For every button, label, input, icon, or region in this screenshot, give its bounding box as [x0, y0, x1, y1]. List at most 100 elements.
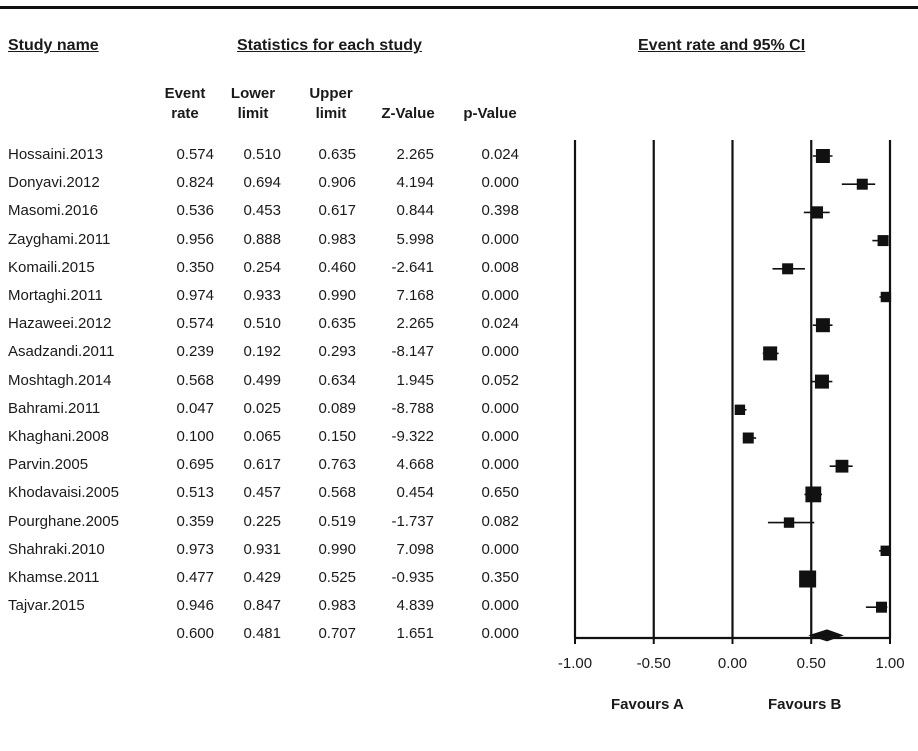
point-estimate-square — [815, 318, 830, 333]
p-cell: 0.398 — [481, 202, 519, 220]
lower-cell: 0.429 — [243, 569, 281, 586]
point-estimate-square — [810, 206, 824, 219]
study-name-cell: Khodavaisi.2005 — [8, 484, 119, 502]
z-cell: 4.839 — [396, 597, 434, 615]
study-name-cell: Asadzandi.2011 — [8, 343, 115, 361]
lower-cell: 0.510 — [243, 146, 281, 163]
lower-cell: 0.847 — [243, 597, 281, 615]
point-estimate-square — [782, 263, 794, 275]
upper-cell: 0.293 — [318, 343, 356, 361]
point-estimate-square — [835, 459, 849, 473]
upper-cell: 0.990 — [318, 540, 356, 558]
z-cell: 0.454 — [396, 484, 434, 502]
study-name-cell: Komaili.2015 — [8, 258, 95, 276]
x-tick-label: 0.00 — [718, 655, 747, 672]
event-cell: 0.350 — [176, 258, 214, 276]
p-cell: 0.000 — [481, 428, 519, 445]
point-estimate-square — [799, 570, 817, 588]
study-name-cell: Khamse.2011 — [8, 569, 100, 586]
lower-cell: 0.931 — [243, 540, 281, 558]
event-cell: 0.359 — [176, 512, 214, 530]
lower-cell: 0.888 — [243, 230, 281, 248]
event-cell: 0.973 — [176, 540, 214, 558]
study-name-header: Study name — [8, 37, 99, 54]
lower-cell: 0.025 — [243, 399, 281, 417]
upper-cell: 0.519 — [318, 512, 356, 530]
p-cell: 0.000 — [481, 597, 519, 615]
lower-cell: 0.192 — [243, 343, 281, 361]
p-cell: 0.000 — [481, 230, 519, 248]
z-cell: -8.147 — [391, 343, 434, 361]
statistics-header: Statistics for each study — [237, 37, 422, 54]
p-cell: 0.350 — [481, 569, 519, 586]
event-cell: 0.574 — [176, 315, 214, 333]
upper-cell: 0.568 — [318, 484, 356, 502]
point-estimate-square — [875, 601, 887, 613]
pooled-lower-cell: 0.481 — [243, 625, 281, 643]
x-tick-label: -0.50 — [637, 655, 671, 672]
event-cell: 0.100 — [176, 428, 214, 445]
lower-cell: 0.933 — [243, 287, 281, 304]
upper-cell: 0.634 — [318, 371, 356, 389]
point-estimate-square — [814, 374, 829, 389]
event-cell: 0.974 — [176, 287, 214, 304]
event-cell: 0.047 — [176, 399, 214, 417]
p-cell: 0.000 — [481, 399, 519, 417]
study-name-cell: Bahrami.2011 — [8, 399, 101, 417]
event-cell: 0.695 — [176, 456, 214, 474]
z-cell: 5.998 — [396, 230, 434, 248]
pooled-upper-cell: 0.707 — [318, 625, 356, 643]
event-cell: 0.824 — [176, 174, 214, 192]
upper-cell: 0.150 — [318, 428, 356, 445]
z-value-header: Z-Value — [381, 105, 435, 122]
event-cell: 0.568 — [176, 371, 214, 389]
point-estimate-square — [815, 149, 830, 163]
study-name-cell: Donyavi.2012 — [8, 174, 100, 192]
point-estimate-square — [763, 346, 778, 361]
z-cell: 7.168 — [396, 287, 434, 304]
study-name-cell: Khaghani.2008 — [8, 428, 109, 445]
favours-a-label: Favours A — [611, 696, 684, 713]
upper-cell: 0.763 — [318, 456, 356, 474]
z-cell: 2.265 — [396, 315, 434, 333]
p-cell: 0.000 — [481, 287, 519, 304]
upper-limit-header-line1: Upper — [309, 85, 353, 102]
study-name-cell: Hossaini.2013 — [8, 146, 104, 163]
z-cell: -2.641 — [391, 258, 434, 276]
upper-cell: 0.906 — [318, 174, 356, 192]
x-tick-label: 1.00 — [875, 655, 904, 672]
study-name-cell: Masomi.2016 — [8, 202, 99, 220]
event-rate-header: Event rate — [158, 84, 212, 124]
z-cell: 2.265 — [396, 146, 434, 163]
upper-cell: 0.089 — [318, 399, 356, 417]
p-cell: 0.000 — [481, 540, 519, 558]
lower-cell: 0.617 — [243, 456, 281, 474]
pooled-diamond — [808, 629, 844, 642]
top-rule — [0, 6, 918, 9]
z-cell: 4.668 — [396, 456, 434, 474]
event-cell: 0.536 — [176, 202, 214, 220]
point-estimate-square — [783, 517, 795, 528]
upper-cell: 0.983 — [318, 597, 356, 615]
z-cell: 1.945 — [396, 371, 434, 389]
pooled-p-cell: 0.000 — [481, 625, 519, 643]
upper-limit-header: Upper limit — [304, 84, 358, 124]
p-cell: 0.024 — [481, 315, 519, 333]
ci-header: Event rate and 95% CI — [638, 37, 806, 54]
upper-cell: 0.635 — [318, 315, 356, 333]
p-cell: 0.000 — [481, 174, 519, 192]
p-cell: 0.024 — [481, 146, 519, 163]
x-tick-label: 0.50 — [797, 655, 826, 672]
lower-cell: 0.254 — [243, 258, 281, 276]
lower-limit-header-line2: limit — [237, 105, 269, 122]
p-cell: 0.000 — [481, 456, 519, 474]
lower-limit-header: Lower limit — [226, 84, 280, 124]
p-cell: 0.650 — [481, 484, 519, 502]
point-estimate-square — [877, 235, 889, 247]
upper-cell: 0.617 — [318, 202, 356, 220]
upper-limit-header-line2: limit — [315, 105, 347, 122]
upper-cell: 0.460 — [318, 258, 356, 276]
lower-cell: 0.453 — [243, 202, 281, 220]
upper-cell: 0.990 — [318, 287, 356, 304]
upper-cell: 0.635 — [318, 146, 356, 163]
